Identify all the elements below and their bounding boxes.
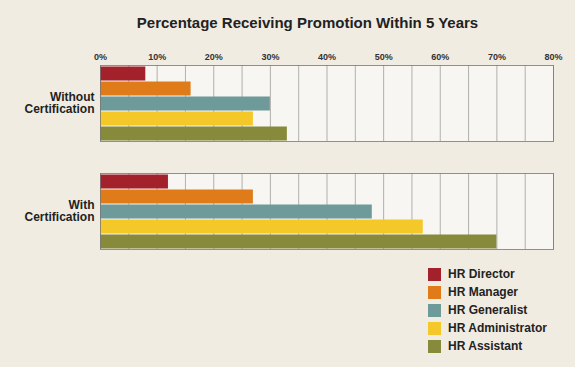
svg-text:WithoutCertification: WithoutCertification [24,90,94,116]
html-text:HR Director: HR Director [448,267,515,281]
svg-text:40%: 40% [318,52,336,62]
html-text:HR Manager: HR Manager [448,285,518,299]
html-text:HR Generalist: HR Generalist [448,303,528,317]
svg-text:0%: 0% [94,52,107,62]
svg-text:60%: 60% [431,52,449,62]
svg-text:70%: 70% [488,52,506,62]
svg-text:WithCertification: WithCertification [24,198,94,224]
html-text:Percentage Receiving Promotion: Percentage Receiving Promotion Within 5 … [136,14,479,31]
html-text:HR Assistant: HR Assistant [448,339,523,353]
svg-text:30%: 30% [261,52,279,62]
svg-text:50%: 50% [375,52,393,62]
svg-text:20%: 20% [205,52,223,62]
svg-text:10%: 10% [148,52,166,62]
html-text:HR Administrator: HR Administrator [448,321,547,335]
svg-text:80%: 80% [544,52,562,62]
